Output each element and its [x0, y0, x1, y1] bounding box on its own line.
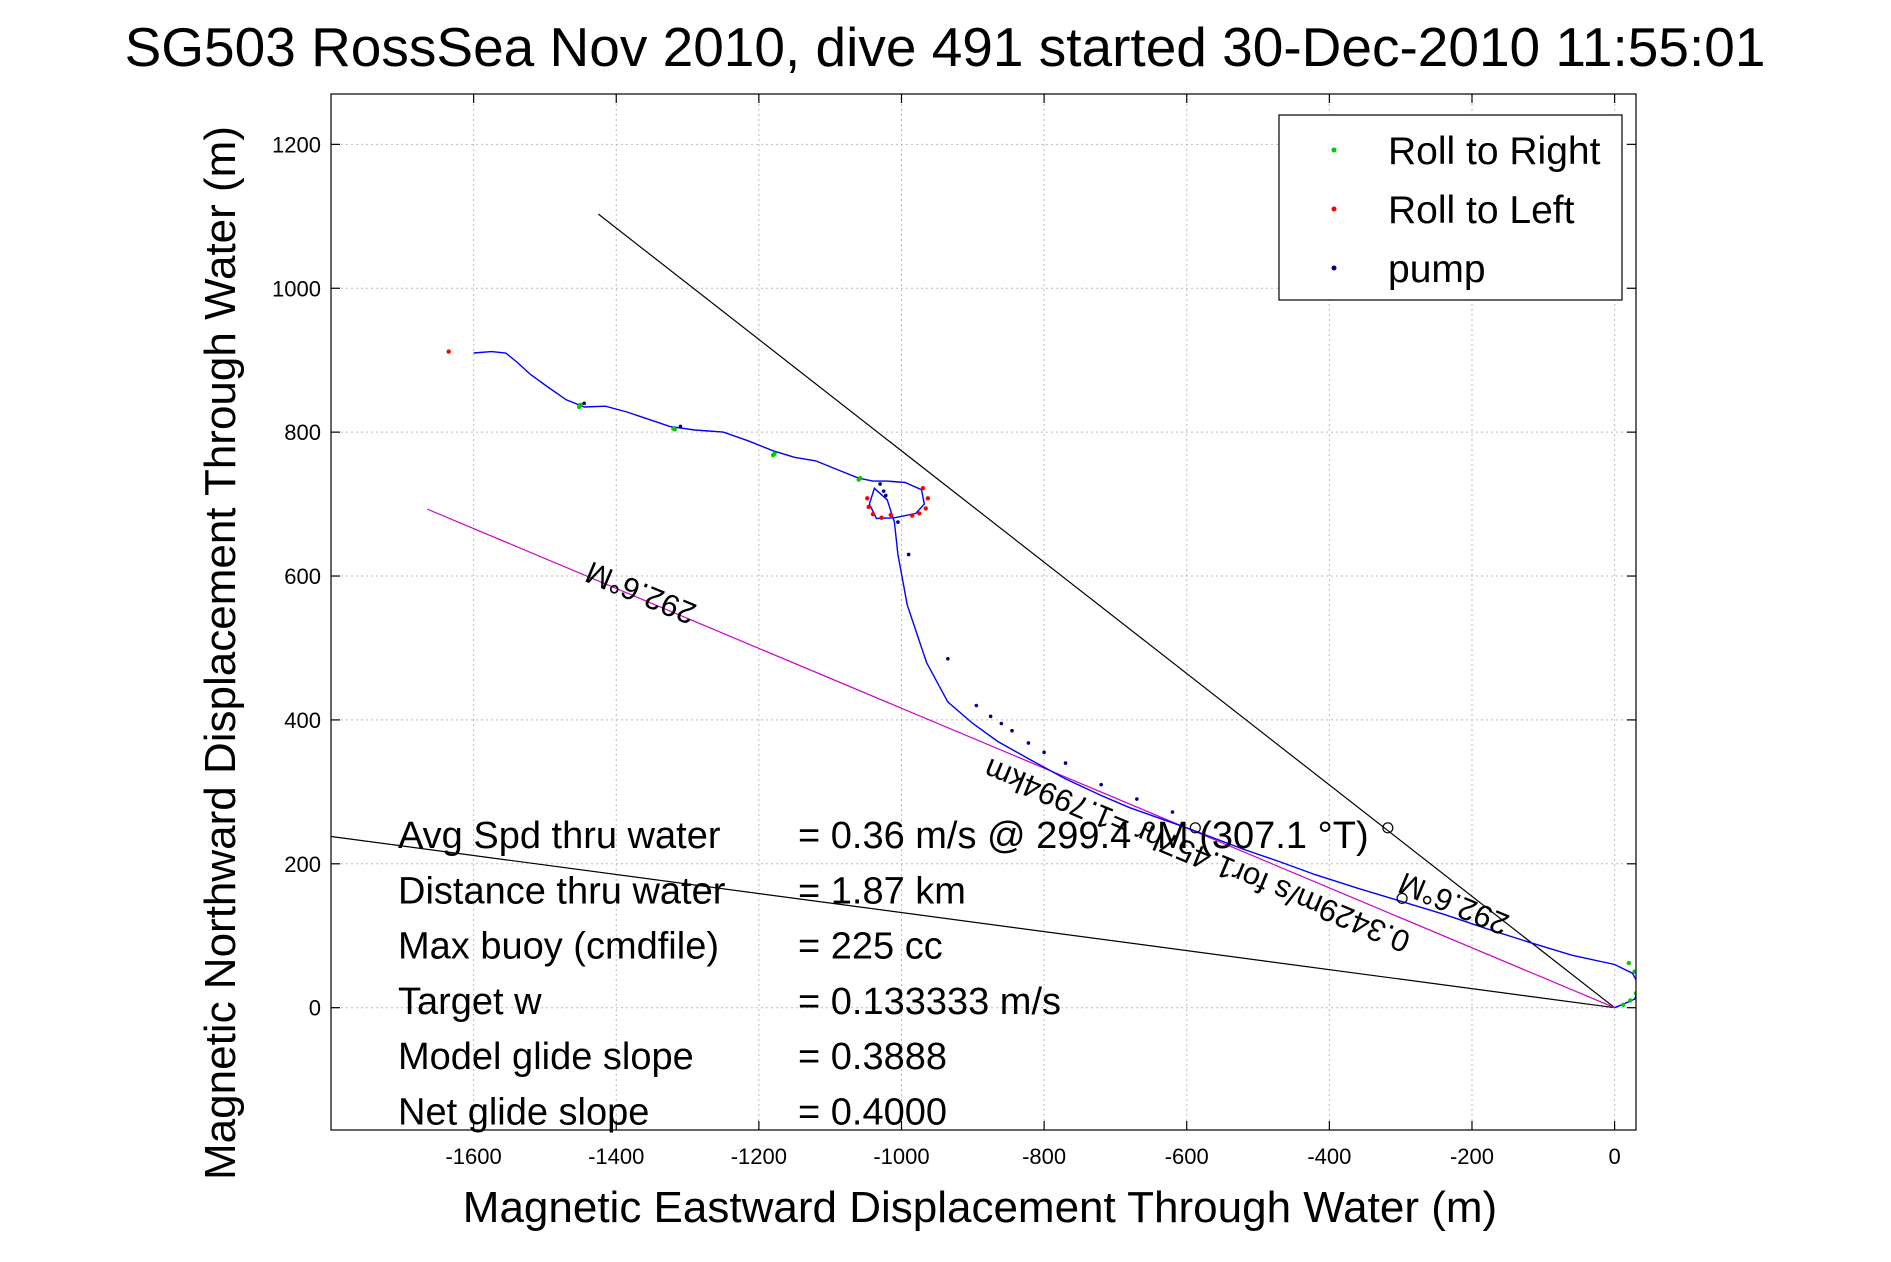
roll-right-point-8 [1626, 960, 1632, 966]
y-tick-label-4: 800 [284, 420, 321, 445]
pump-point-8 [974, 703, 979, 708]
axes-box [330, 93, 1637, 1131]
pump-point-11 [1010, 728, 1014, 733]
legend-label-1: Roll to Left [1388, 189, 1575, 232]
pump-point-10 [999, 721, 1004, 726]
pump-point-2 [878, 482, 882, 486]
y-tick-label-0: 0 [309, 996, 321, 1021]
pump-point-5 [896, 520, 900, 524]
pump-point-6 [906, 552, 911, 557]
roll-left-point-3 [870, 511, 876, 517]
heading-marker-2 [1189, 822, 1201, 834]
chart-title: SG503 RossSea Nov 2010, dive 491 started… [125, 16, 1766, 78]
roll-right-point-7 [856, 477, 861, 482]
roll-left-point-2 [866, 504, 871, 510]
annotation-value-4: = 0.3888 [798, 1036, 947, 1078]
pump-point-14 [1063, 761, 1068, 765]
roll-right-point-9 [1632, 969, 1636, 974]
heading-marker-1 [1396, 892, 1408, 904]
annotation-value-0: = 0.36 m/s @ 299.4 °M (307.1 °T) [798, 815, 1369, 857]
annotation-label-5: Net glide slope [398, 1092, 649, 1134]
legend-label-0: Roll to Right [1388, 130, 1601, 173]
annotation-value-3: = 0.133333 m/s [798, 981, 1061, 1023]
pump-point-13 [1042, 750, 1046, 755]
annotation-value-1: = 1.87 km [798, 870, 966, 912]
x-tick-label-3: -1000 [873, 1144, 929, 1169]
roll-left-point-10 [909, 513, 915, 518]
heading-marker-0 [1382, 822, 1394, 834]
x-tick-label-6: -400 [1307, 1144, 1351, 1169]
roll-right-point-3 [671, 426, 676, 431]
roll-left-point-6 [920, 486, 926, 491]
pump-point-15 [1099, 782, 1103, 787]
annotation-value-2: = 225 cc [798, 926, 943, 968]
roll-left-point-0 [446, 349, 451, 354]
roll-left-point-8 [923, 506, 928, 511]
roll-left-point-4 [879, 515, 884, 520]
x-tick-label-7: -200 [1450, 1144, 1494, 1169]
heading-line [427, 508, 1615, 1009]
pump-point-1 [678, 424, 683, 429]
pump-point-7 [946, 656, 950, 661]
pump-point-16 [1135, 797, 1139, 801]
roll-left-point-7 [925, 496, 931, 501]
roll-right-point-12 [1628, 998, 1633, 1003]
pump-point-0 [582, 401, 586, 406]
reference-line-0 [598, 213, 1615, 1009]
x-axis-label: Magnetic Eastward Displacement Through W… [463, 1183, 1497, 1232]
roll-right-point-5 [770, 452, 776, 458]
roll-left-point-9 [917, 511, 922, 516]
pump-point-3 [881, 489, 886, 493]
annotation-label-4: Model glide slope [398, 1036, 694, 1078]
roll-left-point-5 [888, 512, 893, 518]
x-tick-label-8: 0 [1608, 1144, 1620, 1169]
reference-line-1 [331, 835, 1615, 1009]
track-line [473, 350, 1636, 1009]
pump-point-12 [1026, 741, 1031, 745]
annotation-label-2: Max buoy (cmdfile) [398, 926, 719, 968]
legend-marker-2 [1331, 265, 1337, 271]
legend-marker-1 [1331, 206, 1337, 212]
pump-point-9 [988, 714, 993, 719]
pump-point-17 [1170, 810, 1175, 814]
legend-marker-0 [1331, 147, 1337, 153]
legend-label-2: pump [1388, 248, 1486, 291]
roll-right-point-1 [576, 404, 582, 410]
pump-point-4 [884, 493, 888, 498]
x-tick-label-2: -1200 [731, 1144, 787, 1169]
annotation-value-5: = 0.4000 [798, 1092, 947, 1134]
y-tick-label-6: 1200 [272, 132, 321, 157]
annotation-label-1: Distance thru water [398, 870, 726, 912]
y-tick-label-1: 200 [284, 852, 321, 877]
annotation-label-0: Avg Spd thru water [398, 815, 721, 857]
x-tick-label-1: -1400 [588, 1144, 644, 1169]
y-axis-label: Magnetic Northward Displacement Through … [196, 126, 245, 1180]
y-tick-label-3: 600 [284, 564, 321, 589]
x-tick-label-4: -800 [1022, 1144, 1066, 1169]
plot-series-group [331, 213, 1636, 1009]
roll-right-point-13 [1620, 1002, 1626, 1008]
y-tick-label-5: 1000 [272, 276, 321, 301]
y-tick-label-2: 400 [284, 708, 321, 733]
annotation-label-3: Target w [398, 981, 542, 1023]
x-tick-label-5: -600 [1165, 1144, 1209, 1169]
roll-left-point-1 [865, 496, 870, 501]
x-tick-label-0: -1600 [445, 1144, 501, 1169]
legend: Roll to Right Roll to Left pump [1278, 114, 1623, 301]
